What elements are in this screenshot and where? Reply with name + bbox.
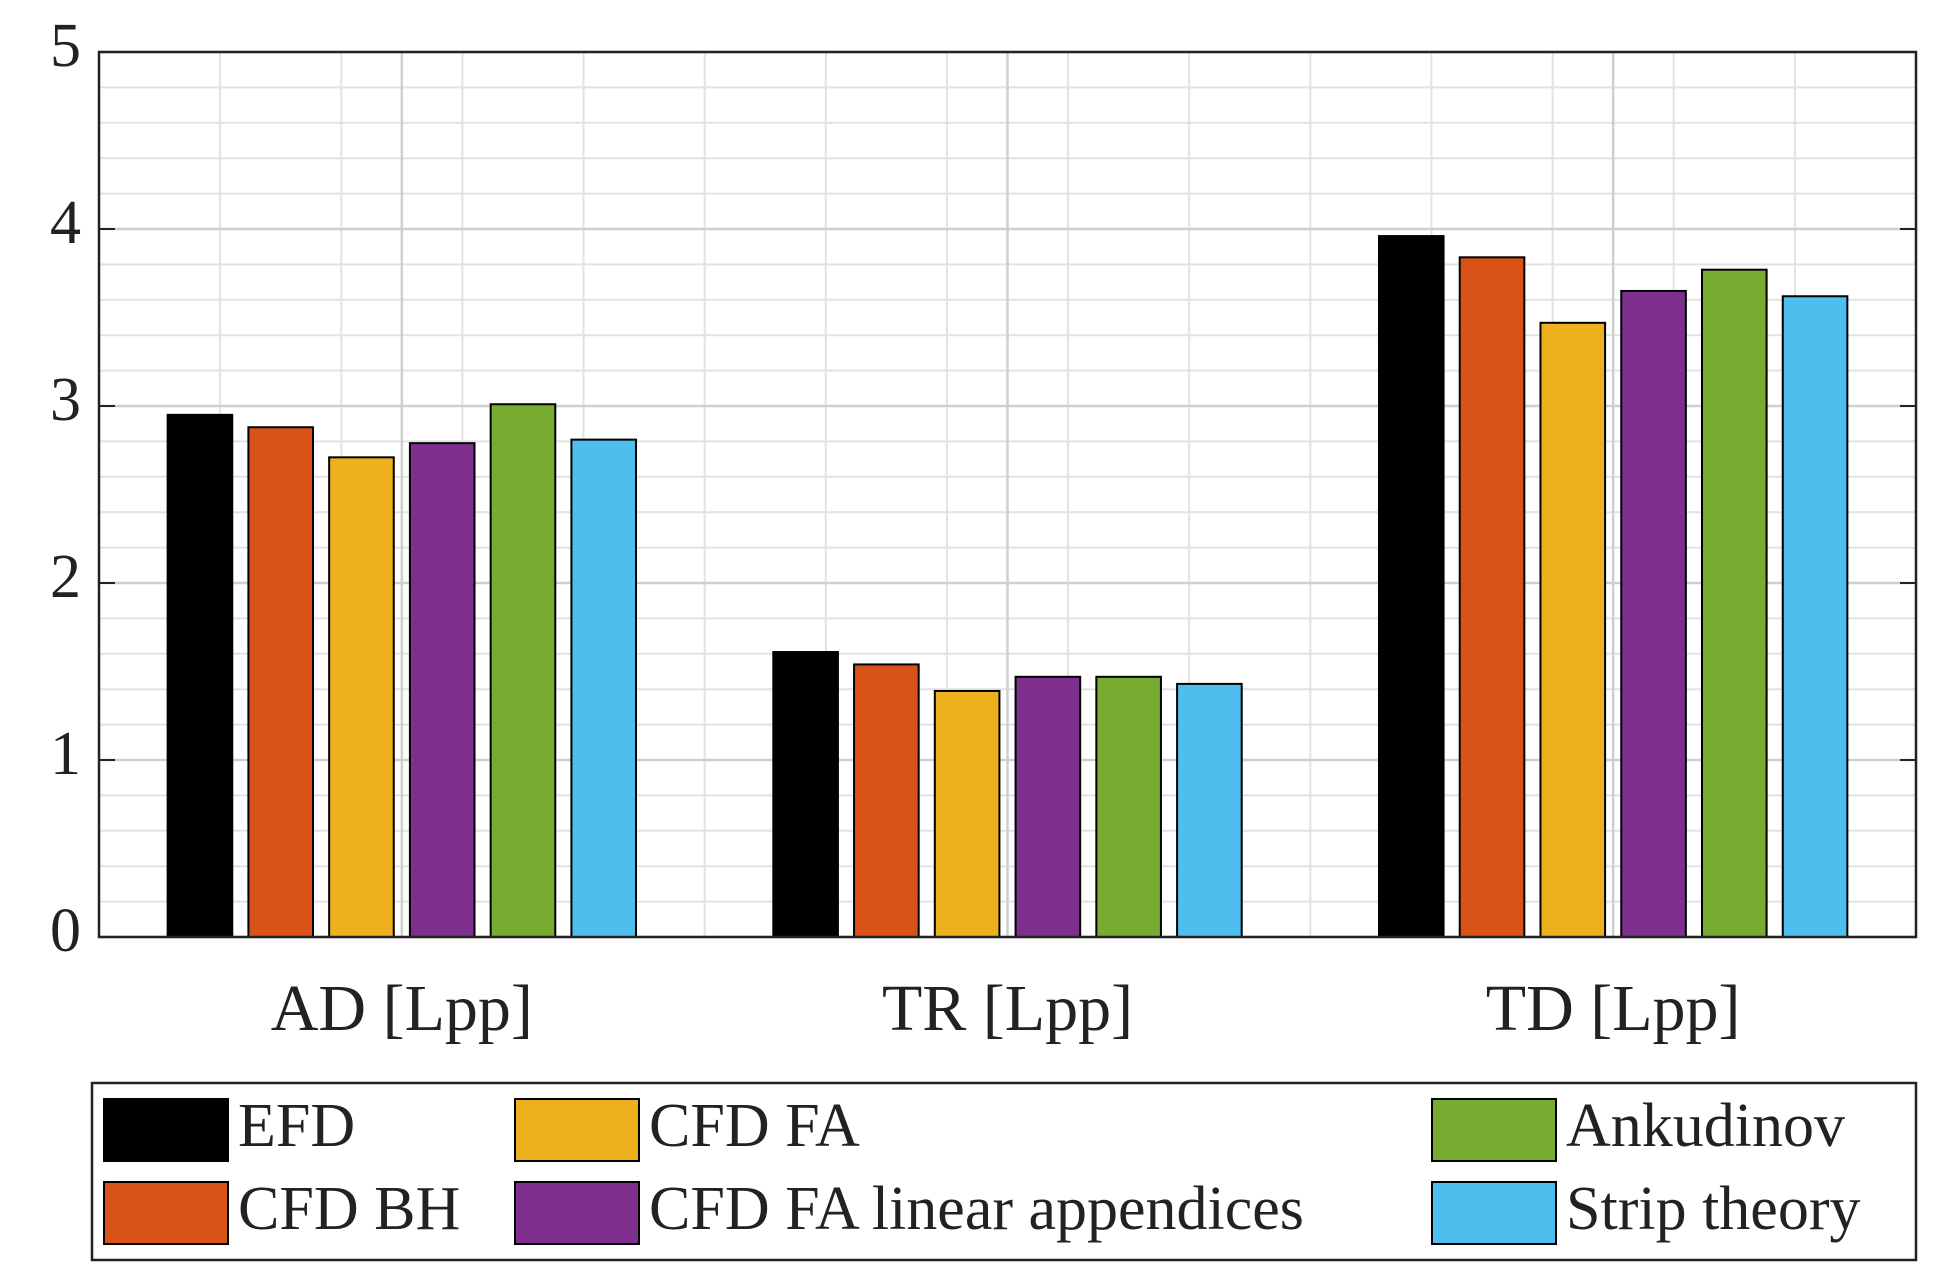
legend-label: Strip theory <box>1566 1175 1860 1243</box>
legend-swatch <box>514 1098 640 1162</box>
bar <box>1095 675 1162 938</box>
y-tick-label: 2 <box>50 543 81 611</box>
legend-label: CFD BH <box>238 1175 460 1243</box>
legend-swatch <box>103 1098 229 1162</box>
bar <box>1377 235 1445 938</box>
bar <box>489 403 557 939</box>
bar <box>1176 682 1243 939</box>
bar <box>408 442 476 938</box>
bar <box>166 413 234 939</box>
legend-label: EFD <box>238 1092 355 1160</box>
y-tick-label: 5 <box>50 12 81 80</box>
legend-swatch <box>1431 1098 1557 1162</box>
bar <box>1014 675 1082 938</box>
x-tick-label: TD [Lpp] <box>1486 972 1741 1045</box>
bar <box>853 663 920 938</box>
legend-label: Ankudinov <box>1566 1092 1845 1160</box>
bar <box>933 689 1001 938</box>
y-tick-label: 3 <box>50 366 81 434</box>
legend-label: CFD FA <box>649 1092 860 1160</box>
bar <box>328 456 395 938</box>
bar <box>570 438 638 938</box>
bar <box>1700 268 1768 938</box>
x-tick-label: TR [Lpp] <box>882 972 1133 1045</box>
y-tick-label: 0 <box>50 897 81 965</box>
legend-swatch <box>514 1181 640 1245</box>
bar <box>1781 295 1849 938</box>
bar <box>1539 321 1607 938</box>
bar <box>247 426 315 938</box>
y-tick-label: 4 <box>50 189 81 257</box>
plot-frame <box>97 50 1918 939</box>
y-tick-label: 1 <box>50 720 81 788</box>
legend-swatch <box>1431 1181 1557 1245</box>
bar <box>772 651 839 939</box>
bar <box>1458 256 1526 938</box>
legend-label: CFD FA linear appendices <box>649 1175 1304 1243</box>
bar <box>1620 289 1687 938</box>
x-tick-label: AD [Lpp] <box>271 972 533 1045</box>
legend-swatch <box>103 1181 229 1245</box>
legend-box <box>90 1081 1918 1262</box>
